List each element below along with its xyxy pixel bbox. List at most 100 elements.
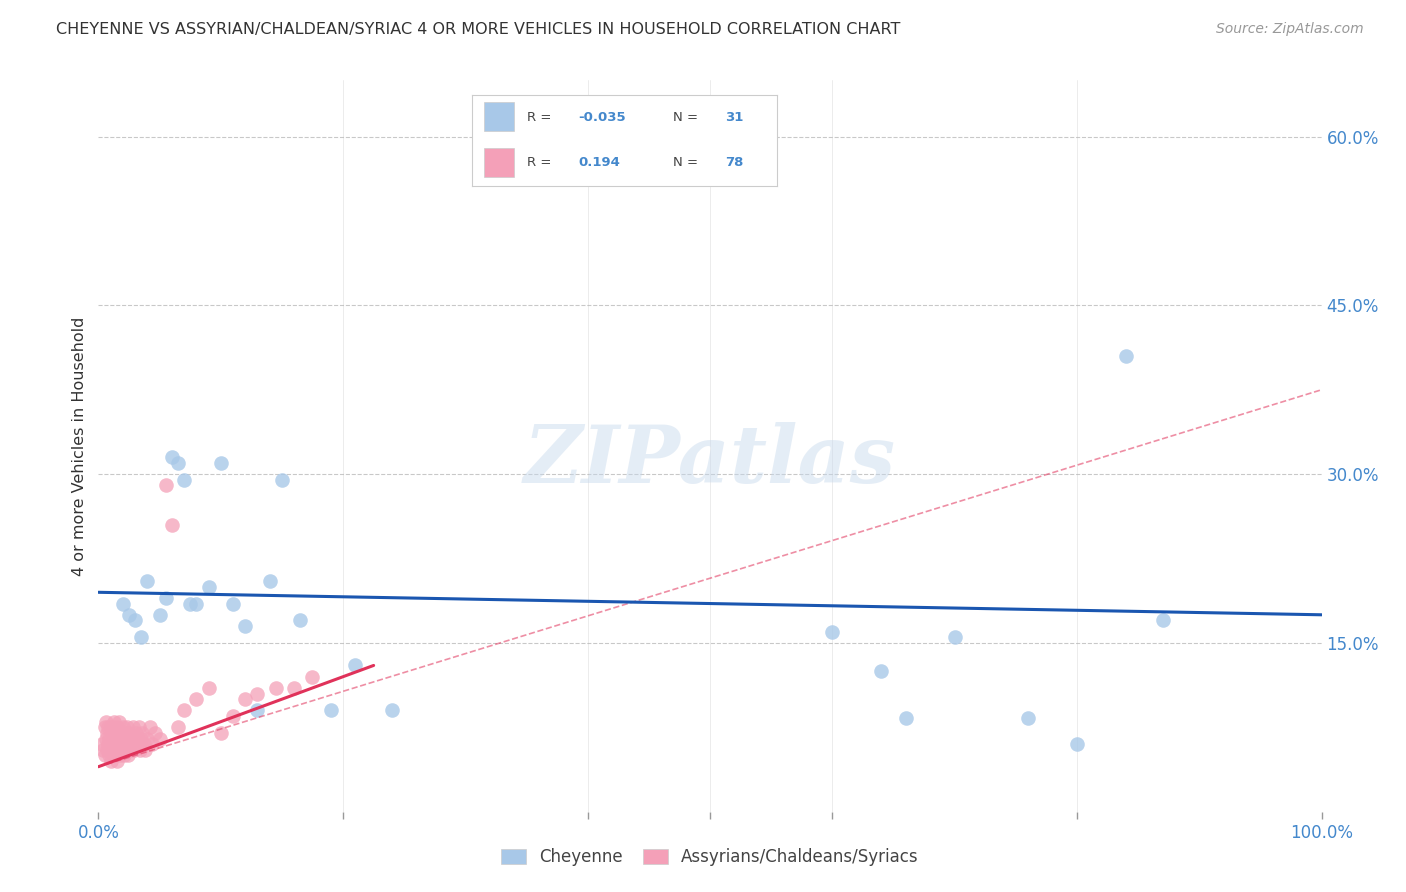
Point xyxy=(264,681,287,695)
Point xyxy=(270,473,294,487)
Point xyxy=(259,574,281,588)
Point xyxy=(943,630,966,644)
Point xyxy=(105,754,128,768)
Point xyxy=(131,726,153,740)
Point xyxy=(114,726,136,740)
Y-axis label: 4 or more Vehicles in Household: 4 or more Vehicles in Household xyxy=(72,317,87,575)
Point xyxy=(118,743,141,757)
Point xyxy=(127,731,149,746)
Point xyxy=(94,731,117,746)
Point xyxy=(246,687,269,701)
Point xyxy=(894,711,917,725)
Point xyxy=(222,709,245,723)
Point xyxy=(125,726,148,740)
Point xyxy=(105,720,128,734)
Point xyxy=(105,737,128,751)
Point xyxy=(98,748,121,763)
Point xyxy=(167,456,190,470)
Point xyxy=(136,731,159,746)
Point xyxy=(155,478,177,492)
Point xyxy=(129,743,152,757)
Point xyxy=(114,743,136,757)
Legend: Cheyenne, Assyrians/Chaldeans/Syriacs: Cheyenne, Assyrians/Chaldeans/Syriacs xyxy=(495,841,925,873)
Point xyxy=(115,737,138,751)
Point xyxy=(120,737,142,751)
Point xyxy=(101,720,124,734)
Point xyxy=(129,630,152,644)
Point xyxy=(209,456,232,470)
Point xyxy=(107,743,129,757)
Point xyxy=(118,607,141,622)
Point xyxy=(134,743,156,757)
Point xyxy=(173,703,195,717)
Point xyxy=(112,748,135,763)
Point xyxy=(344,658,367,673)
Point xyxy=(233,692,256,706)
Point xyxy=(139,720,162,734)
Point xyxy=(107,726,129,740)
Point xyxy=(197,580,219,594)
Point xyxy=(222,597,245,611)
Point xyxy=(290,614,312,628)
Point xyxy=(120,731,142,746)
Point xyxy=(129,731,152,746)
Point xyxy=(128,720,150,734)
Point xyxy=(104,726,127,740)
Point xyxy=(121,720,143,734)
Point xyxy=(246,703,269,717)
Point xyxy=(136,574,159,588)
Point xyxy=(167,720,190,734)
Point xyxy=(93,748,115,763)
Point xyxy=(160,450,183,465)
Point xyxy=(1115,349,1137,363)
Point xyxy=(319,703,342,717)
Point xyxy=(381,703,404,717)
Point xyxy=(143,726,166,740)
Point xyxy=(821,624,844,639)
Point xyxy=(111,737,134,751)
Point xyxy=(233,619,256,633)
Point xyxy=(149,731,172,746)
Point xyxy=(111,726,134,740)
Point xyxy=(103,731,125,746)
Point xyxy=(124,737,146,751)
Point xyxy=(110,731,132,746)
Point xyxy=(122,743,145,757)
Point xyxy=(91,737,114,751)
Point xyxy=(111,597,134,611)
Point xyxy=(108,714,131,729)
Point xyxy=(111,720,134,734)
Point xyxy=(186,692,208,706)
Point xyxy=(1152,614,1174,628)
Point xyxy=(98,731,121,746)
Text: ZIPatlas: ZIPatlas xyxy=(524,422,896,500)
Point xyxy=(96,743,118,757)
Point xyxy=(124,614,146,628)
Text: Source: ZipAtlas.com: Source: ZipAtlas.com xyxy=(1216,22,1364,37)
Point xyxy=(117,748,139,763)
Point xyxy=(132,737,155,751)
Point xyxy=(93,720,115,734)
Point xyxy=(149,607,172,622)
Point xyxy=(110,748,132,763)
Point xyxy=(96,726,118,740)
Point xyxy=(108,737,131,751)
Point xyxy=(111,743,134,757)
Point xyxy=(103,714,125,729)
Point xyxy=(186,597,208,611)
Point xyxy=(209,726,232,740)
Point xyxy=(155,591,177,605)
Point xyxy=(91,743,114,757)
Point xyxy=(112,731,135,746)
Point xyxy=(115,720,138,734)
Text: CHEYENNE VS ASSYRIAN/CHALDEAN/SYRIAC 4 OR MORE VEHICLES IN HOUSEHOLD CORRELATION: CHEYENNE VS ASSYRIAN/CHALDEAN/SYRIAC 4 O… xyxy=(56,22,901,37)
Point xyxy=(100,720,122,734)
Point xyxy=(173,473,195,487)
Point xyxy=(179,597,201,611)
Point xyxy=(870,664,893,678)
Point xyxy=(301,670,323,684)
Point xyxy=(118,726,141,740)
Point xyxy=(100,754,122,768)
Point xyxy=(97,737,120,751)
Point xyxy=(160,517,183,532)
